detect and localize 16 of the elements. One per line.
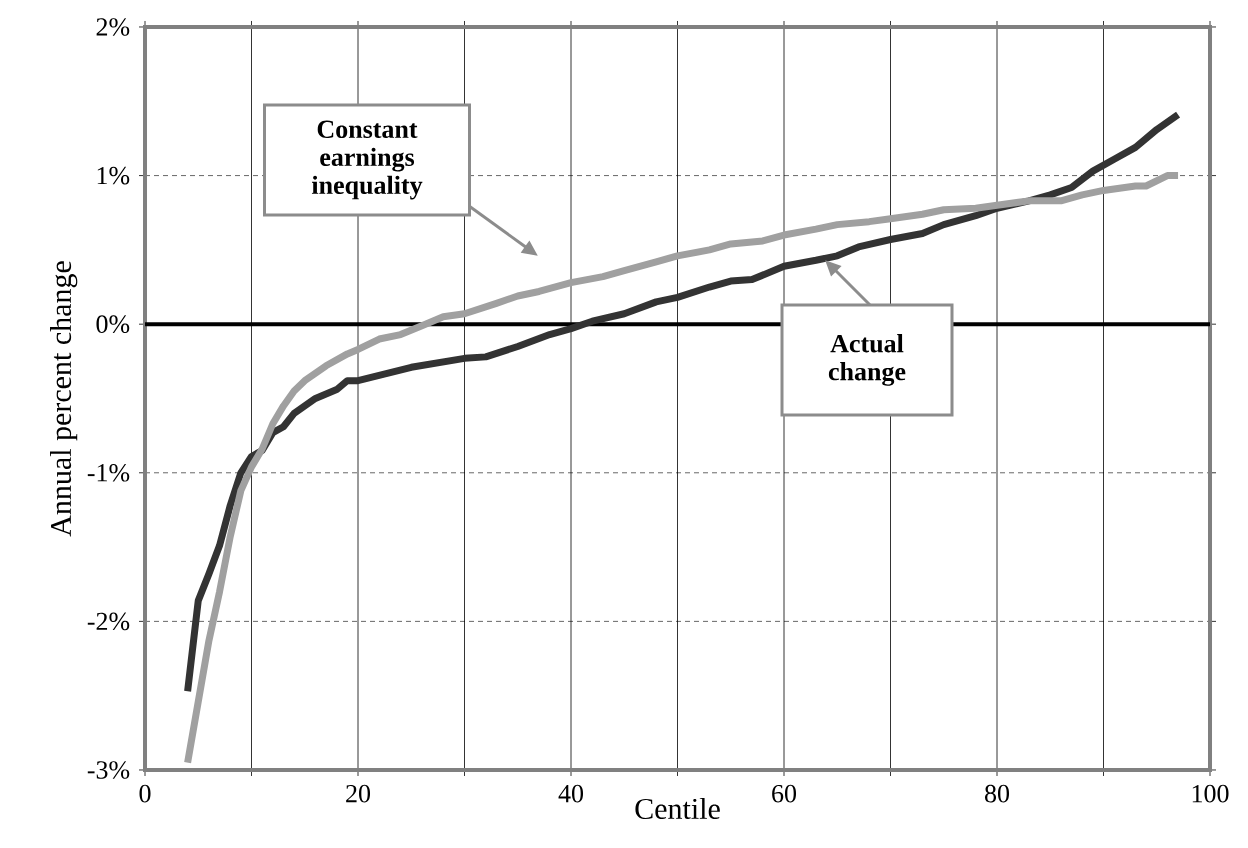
x-tick-label: 40	[558, 784, 584, 803]
y-tick-label: 0%	[96, 315, 130, 333]
x-tick-label: 100	[1192, 784, 1229, 803]
annotation: Constant earnings inequality	[311, 120, 423, 200]
annotation: Actual change	[828, 334, 906, 386]
x-tick-label: 20	[346, 784, 371, 803]
y-tick-label: -1%	[87, 463, 130, 482]
x-tick-label: 60	[772, 784, 797, 803]
x-tick-label: 80	[984, 784, 1010, 803]
y-tick-label: -3%	[87, 761, 130, 779]
x-tick-label: 0	[139, 784, 151, 803]
y-axis-title: Annual percent change	[50, 261, 78, 537]
y-tick-label: 1%	[97, 166, 130, 185]
x-axis-title: Centile	[635, 797, 720, 820]
y-tick-label: 2%	[96, 18, 130, 36]
y-tick-label: -2%	[87, 612, 130, 631]
